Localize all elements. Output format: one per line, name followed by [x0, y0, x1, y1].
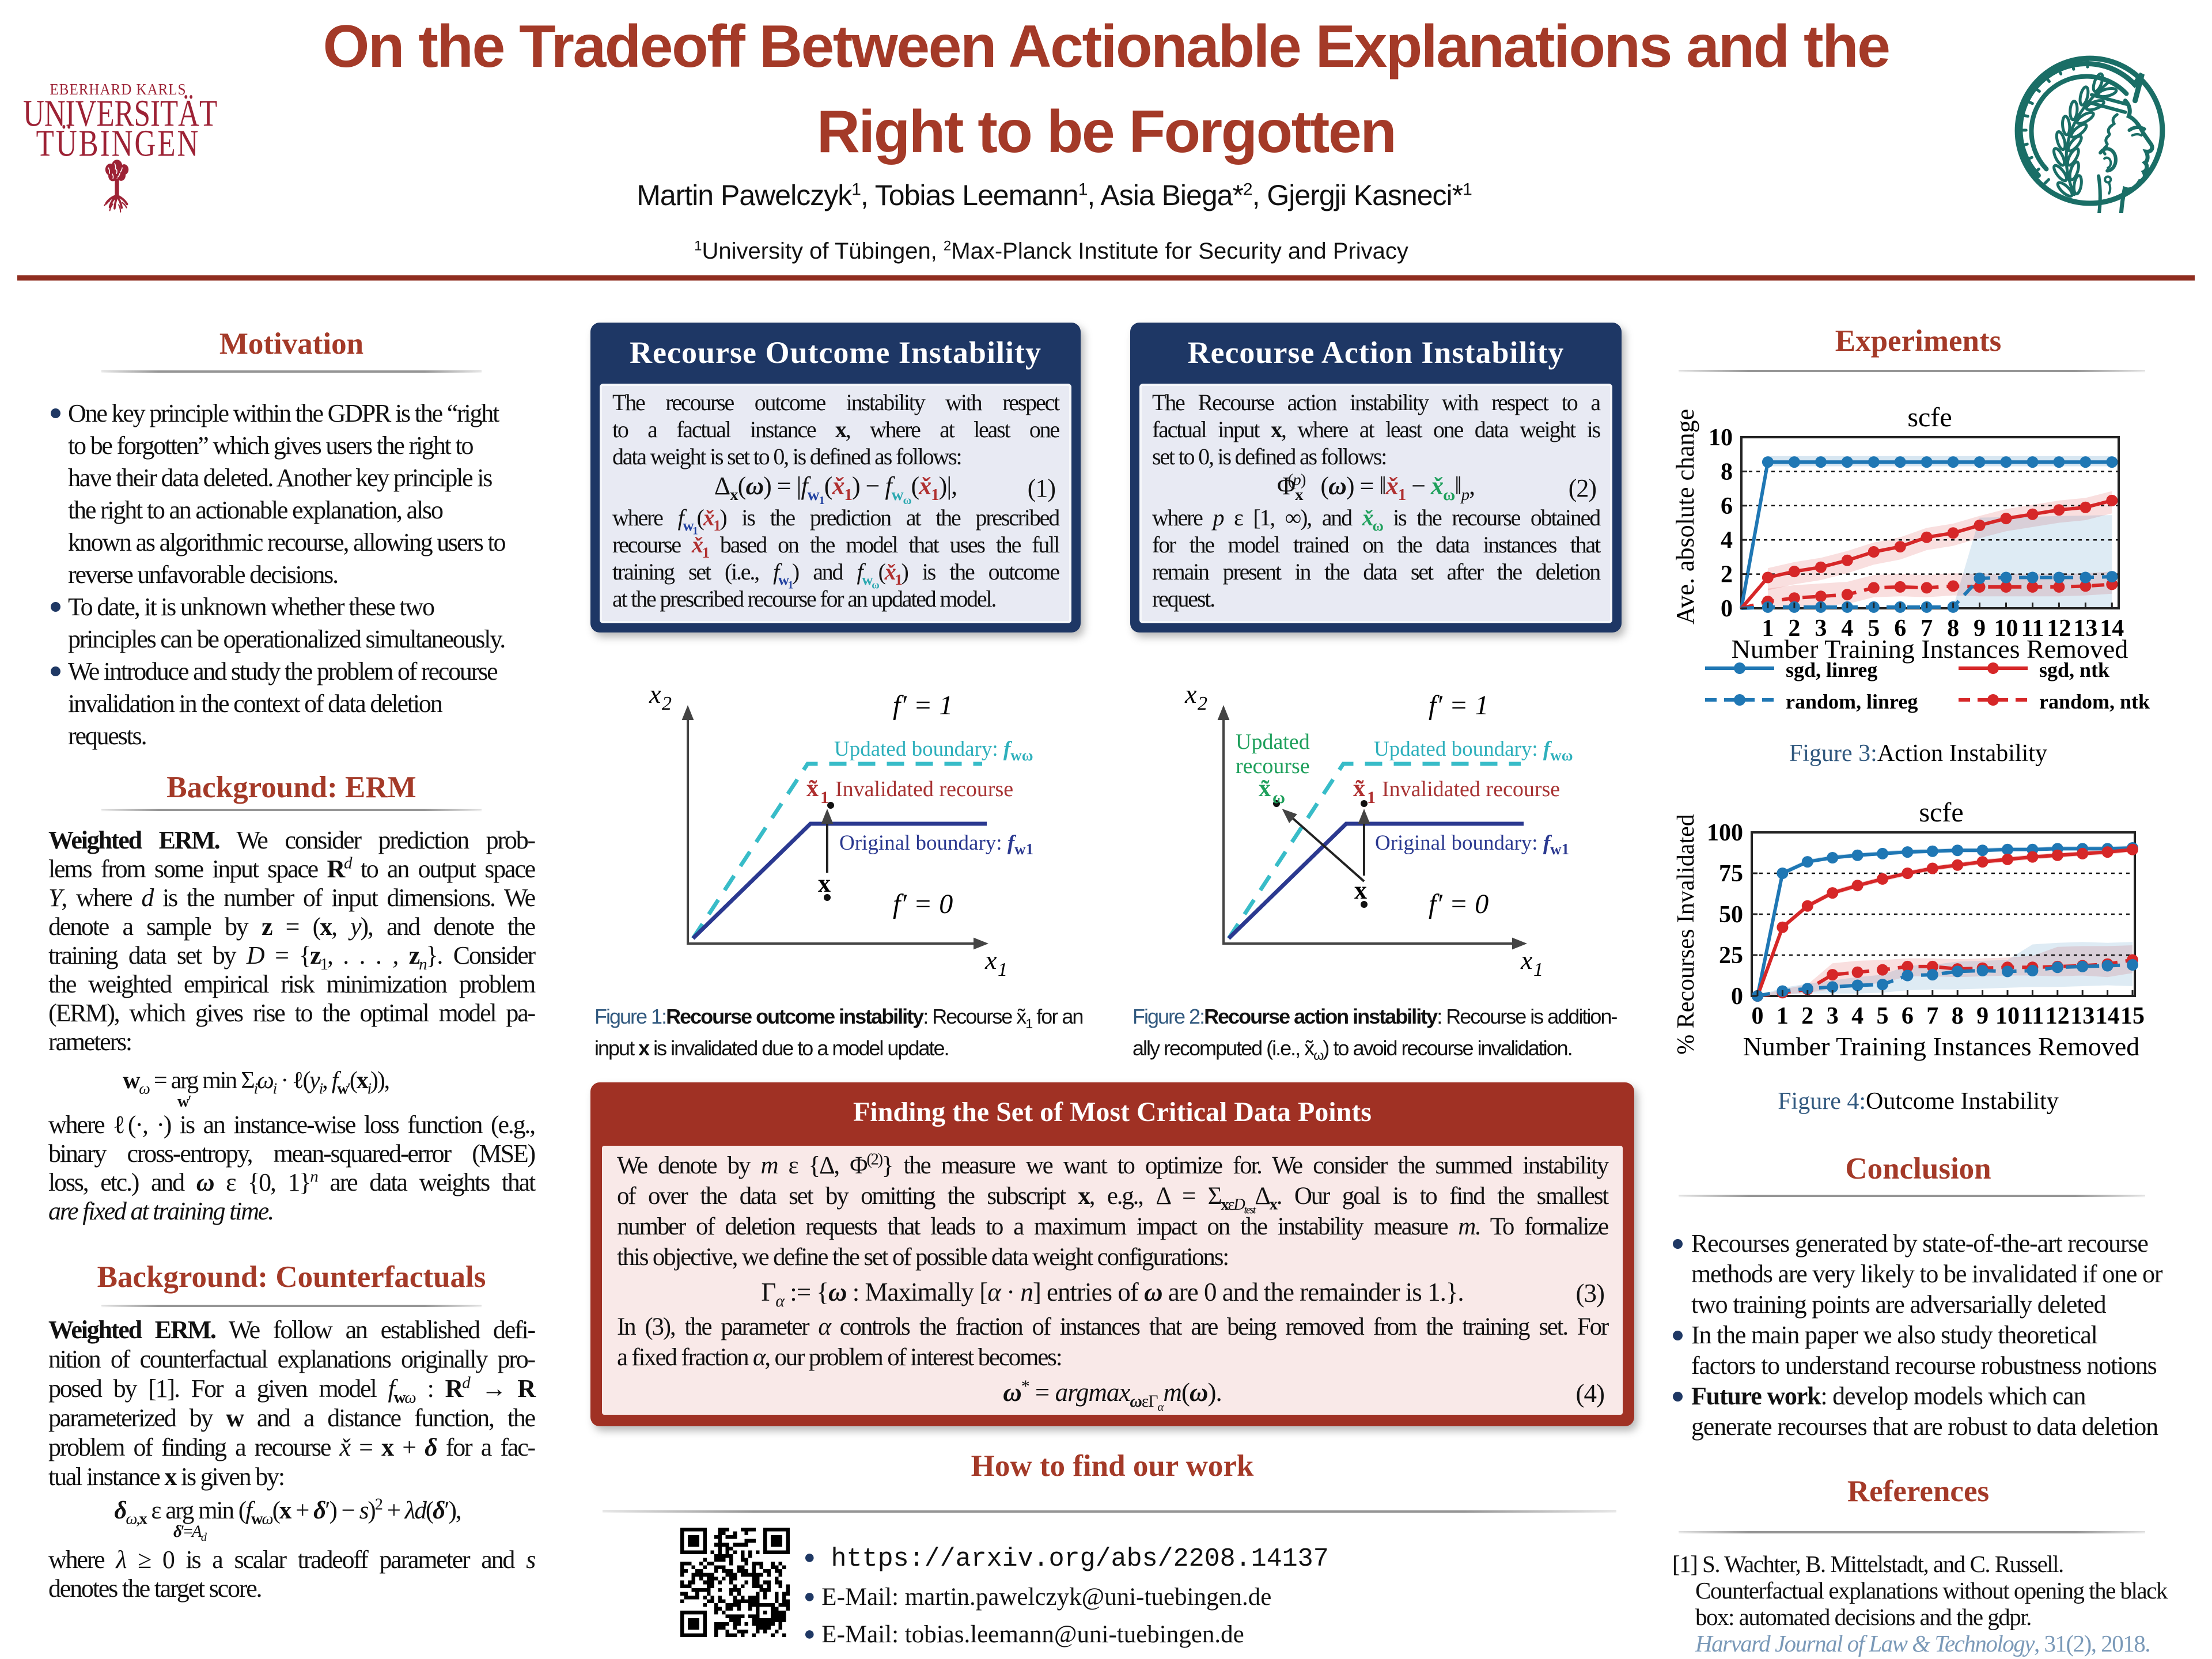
svg-text:x: x: [984, 945, 997, 975]
svg-text:x̃: x̃: [806, 775, 819, 802]
svg-text:75: 75: [1719, 861, 1743, 887]
svg-text:13: 13: [2070, 1003, 2094, 1029]
svg-text:Invalidated recourse: Invalidated recourse: [1382, 777, 1560, 801]
svg-text:13: 13: [2073, 615, 2097, 642]
svg-text:2: 2: [662, 693, 672, 714]
svg-text:10: 10: [1995, 1003, 2020, 1029]
svg-text:4: 4: [1721, 527, 1733, 554]
svg-text:9: 9: [1976, 1003, 1988, 1029]
svg-text:7: 7: [1926, 1003, 1938, 1029]
svg-text:8: 8: [1947, 615, 1959, 642]
svg-text:x: x: [1184, 679, 1197, 709]
svg-text:4: 4: [1851, 1003, 1863, 1029]
svg-text:5: 5: [1868, 615, 1880, 642]
svg-text:x̃: x̃: [1259, 775, 1271, 802]
svg-text:0: 0: [1752, 1003, 1764, 1029]
svg-text:f′ = 0: f′ = 0: [893, 889, 953, 919]
svg-text:0: 0: [1721, 596, 1733, 622]
svg-text:Number Training Instances Remo: Number Training Instances Removed: [1743, 1032, 2140, 1061]
svg-text:random, ntk: random, ntk: [2039, 690, 2150, 713]
svg-text:11: 11: [2021, 1003, 2044, 1029]
svg-text:100: 100: [1707, 820, 1743, 846]
svg-text:6: 6: [1894, 615, 1906, 642]
svg-text:2: 2: [1198, 693, 1207, 714]
svg-text:6: 6: [1902, 1003, 1914, 1029]
svg-text:8: 8: [1721, 459, 1733, 485]
svg-text:25: 25: [1719, 942, 1743, 969]
svg-text:1: 1: [1367, 788, 1376, 807]
svg-text:3: 3: [1815, 615, 1827, 642]
svg-text:50: 50: [1719, 902, 1743, 928]
svg-text:11: 11: [2021, 615, 2044, 642]
svg-text:% Recourses Invalidated: % Recourses Invalidated: [1673, 814, 1699, 1055]
svg-text:Ave. absolute change: Ave. absolute change: [1671, 409, 1699, 624]
svg-text:5: 5: [1877, 1003, 1889, 1029]
svg-text:f′ = 1: f′ = 1: [1429, 690, 1488, 721]
svg-text:recourse: recourse: [1236, 754, 1310, 778]
svg-text:x: x: [1354, 876, 1367, 904]
svg-text:Updated: Updated: [1236, 730, 1310, 754]
svg-text:random, linreg: random, linreg: [1786, 690, 1918, 713]
svg-text:1: 1: [1777, 1003, 1789, 1029]
svg-text:1: 1: [1762, 615, 1774, 642]
svg-text:6: 6: [1721, 493, 1733, 520]
svg-text:1: 1: [820, 788, 829, 807]
svg-text:7: 7: [1921, 615, 1933, 642]
svg-text:x̃: x̃: [1353, 775, 1365, 802]
svg-text:14: 14: [2100, 615, 2124, 642]
svg-text:1: 1: [1533, 959, 1543, 980]
svg-text:Original boundary: fw1: Original boundary: fw1: [1375, 831, 1569, 858]
svg-text:2: 2: [1721, 562, 1733, 588]
svg-text:Updated boundary: fwω: Updated boundary: fwω: [1374, 737, 1573, 764]
svg-text:10: 10: [1994, 615, 2018, 642]
svg-text:Invalidated recourse: Invalidated recourse: [835, 777, 1013, 801]
svg-text:sgd, ntk: sgd, ntk: [2039, 658, 2109, 681]
svg-text:12: 12: [2047, 615, 2071, 642]
svg-text:14: 14: [2096, 1003, 2120, 1029]
svg-text:sgd, linreg: sgd, linreg: [1786, 658, 1877, 681]
svg-text:scfe: scfe: [1907, 403, 1952, 433]
svg-text:8: 8: [1952, 1003, 1964, 1029]
svg-text:x: x: [1520, 945, 1533, 975]
svg-text:4: 4: [1841, 615, 1853, 642]
svg-text:x: x: [649, 679, 661, 709]
svg-text:9: 9: [1974, 615, 1986, 642]
svg-text:1: 1: [998, 959, 1007, 980]
svg-text:2: 2: [1801, 1003, 1813, 1029]
svg-text:Number Training Instances Remo: Number Training Instances Removed: [1732, 634, 2128, 664]
svg-text:ω: ω: [1272, 788, 1285, 807]
svg-text:12: 12: [2046, 1003, 2070, 1029]
svg-text:Original boundary: fw1: Original boundary: fw1: [839, 831, 1033, 858]
svg-text:3: 3: [1827, 1003, 1839, 1029]
svg-text:Updated boundary: fwω: Updated boundary: fwω: [834, 737, 1033, 764]
svg-text:x: x: [818, 869, 831, 897]
svg-text:15: 15: [2120, 1003, 2145, 1029]
svg-text:10: 10: [1709, 425, 1733, 451]
svg-text:2: 2: [1788, 615, 1800, 642]
svg-text:0: 0: [1731, 983, 1743, 1010]
svg-text:f′ = 1: f′ = 1: [893, 690, 953, 721]
svg-text:scfe: scfe: [1919, 797, 1963, 828]
svg-text:f′ = 0: f′ = 0: [1429, 889, 1488, 919]
